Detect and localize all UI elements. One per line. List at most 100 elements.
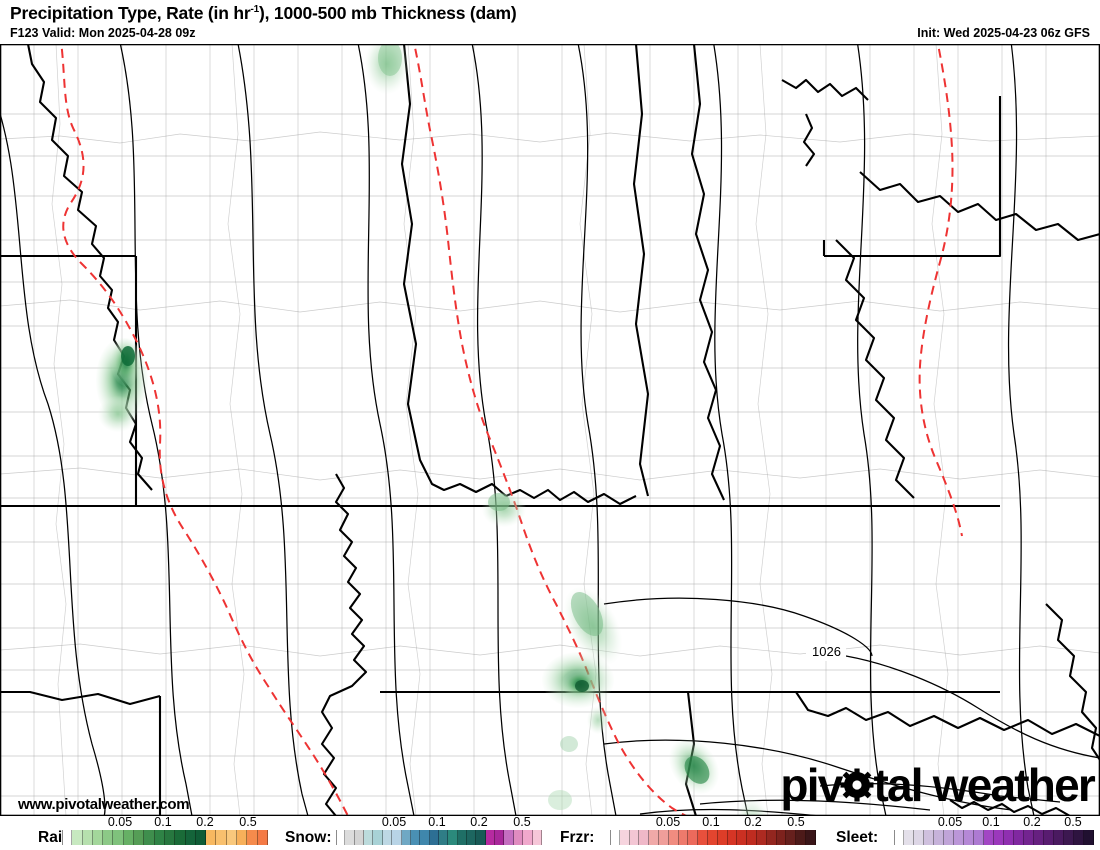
colorbar-ticks-snow: 0.05 0.1 0.2 0.5 <box>0 815 1100 831</box>
color-swatch <box>974 830 984 845</box>
color-swatch <box>698 830 708 845</box>
color-swatch <box>1004 830 1014 845</box>
color-swatch <box>345 830 355 845</box>
color-swatch <box>485 830 496 845</box>
color-swatch <box>944 830 954 845</box>
colorbar-ticks-sleet: 0.05 0.1 0.2 0.5 <box>0 815 1100 831</box>
color-swatch <box>82 830 93 845</box>
legend-group-freezing-rain[interactable]: Frzr: 0.05 0.1 0.2 0.5 <box>0 815 1100 850</box>
color-swatch <box>649 830 659 845</box>
gear-icon <box>840 768 874 802</box>
color-swatch <box>1034 830 1044 845</box>
color-swatch <box>668 830 679 845</box>
color-swatch <box>476 830 486 845</box>
map-canvas[interactable]: 1026 1024 www.pivotalweather.com piv <box>0 44 1100 816</box>
color-swatch <box>429 830 439 845</box>
colorbar-tick-label: 0.2 <box>196 815 214 829</box>
colorbar-sleet[interactable] <box>894 830 1094 845</box>
color-swatch <box>717 830 728 845</box>
title-text-post: ), 1000-500 mb Thickness (dam) <box>258 3 517 23</box>
svg-text:1026: 1026 <box>812 644 841 659</box>
colorbar-frzr[interactable] <box>610 830 816 845</box>
color-swatch <box>216 830 227 845</box>
color-swatch <box>103 830 114 845</box>
color-swatch <box>727 830 738 845</box>
color-swatch <box>62 830 73 845</box>
color-swatch <box>914 830 924 845</box>
color-swatch <box>504 830 514 845</box>
colorbar-snow[interactable] <box>336 830 542 845</box>
color-swatch <box>954 830 964 845</box>
map-vector-layer: 1026 1024 <box>0 44 1100 816</box>
legend-group-sleet[interactable]: Sleet: 0.05 0.1 0.2 0.5 <box>0 815 1100 850</box>
legend-label-frzr: Frzr: <box>560 829 595 846</box>
colorbar-tick-label: 0.1 <box>982 815 1000 829</box>
colorbar-rain[interactable] <box>62 830 268 845</box>
colorbar-tick-label: 0.5 <box>1064 815 1082 829</box>
color-swatch <box>639 830 650 845</box>
color-swatch <box>658 830 669 845</box>
color-swatch <box>154 830 165 845</box>
map-border <box>0 44 1100 816</box>
color-swatch <box>364 830 374 845</box>
contour-labels: 1026 1024 <box>806 644 846 661</box>
valid-time-label: F123 Valid: Mon 2025-04-28 09z <box>10 26 196 40</box>
color-swatch <box>688 830 699 845</box>
color-swatch <box>206 830 217 845</box>
init-time-label: Init: Wed 2025-04-23 06z GFS <box>917 26 1090 40</box>
color-swatch <box>776 830 787 845</box>
title-exponent: -1 <box>250 4 259 16</box>
color-swatch <box>1074 830 1084 845</box>
color-swatch <box>113 830 124 845</box>
header: Precipitation Type, Rate (in hr-1), 1000… <box>0 0 1100 44</box>
colorbar-tick-label: 0.2 <box>470 815 488 829</box>
thickness-contours <box>0 44 1100 816</box>
page-title: Precipitation Type, Rate (in hr-1), 1000… <box>10 3 517 24</box>
colorbar-ticks-frzr: 0.05 0.1 0.2 0.5 <box>0 815 1100 831</box>
color-swatch <box>619 830 630 845</box>
color-swatch <box>457 830 468 845</box>
color-swatch <box>92 830 104 845</box>
color-swatch <box>175 830 186 845</box>
colorbar-tick-label: 0.05 <box>655 815 681 829</box>
color-swatch <box>894 830 904 845</box>
colorbar-tick-label: 0.05 <box>937 815 963 829</box>
colorbar-tick-label: 0.05 <box>107 815 133 829</box>
color-swatch <box>247 830 258 845</box>
color-swatch <box>805 830 816 845</box>
color-swatch <box>382 830 393 845</box>
color-swatch <box>195 830 207 845</box>
color-swatch <box>678 830 689 845</box>
precipitation-field <box>96 44 774 816</box>
color-swatch <box>123 830 135 845</box>
color-swatch <box>737 830 748 845</box>
colorbar-tick-label: 0.5 <box>787 815 805 829</box>
color-swatch <box>185 830 196 845</box>
color-swatch <box>984 830 994 845</box>
color-swatch <box>134 830 145 845</box>
legend-label-snow: Snow: <box>285 829 332 846</box>
color-swatch <box>629 830 640 845</box>
color-swatch <box>934 830 944 845</box>
color-swatch <box>237 830 248 845</box>
legend-group-rain[interactable]: Rain: 0.05 0.1 0.2 0.5 <box>0 815 1100 850</box>
color-swatch <box>410 830 421 845</box>
freezing-line <box>60 44 963 816</box>
legend-label-sleet: Sleet: <box>836 829 879 846</box>
color-swatch <box>796 830 806 845</box>
legend-bar: Rain: 0.05 0.1 0.2 0.5 Snow: 0.05 0.1 0.2 0.5 … <box>0 815 1100 850</box>
colorbar-ticks-rain: 0.05 0.1 0.2 0.5 <box>0 815 1100 831</box>
color-swatch <box>1024 830 1034 845</box>
color-swatch <box>904 830 914 845</box>
color-swatch <box>336 830 346 845</box>
color-swatch <box>392 830 402 845</box>
color-swatch <box>610 830 620 845</box>
color-swatch <box>964 830 974 845</box>
color-swatch <box>747 830 757 845</box>
color-swatch <box>226 830 238 845</box>
color-swatch <box>354 830 365 845</box>
legend-group-snow[interactable]: Snow: 0.05 0.1 0.2 0.5 <box>0 815 1100 850</box>
colorbar-tick-label: 0.05 <box>381 815 407 829</box>
color-swatch <box>756 830 767 845</box>
logo-text-pre: piv <box>780 759 843 811</box>
